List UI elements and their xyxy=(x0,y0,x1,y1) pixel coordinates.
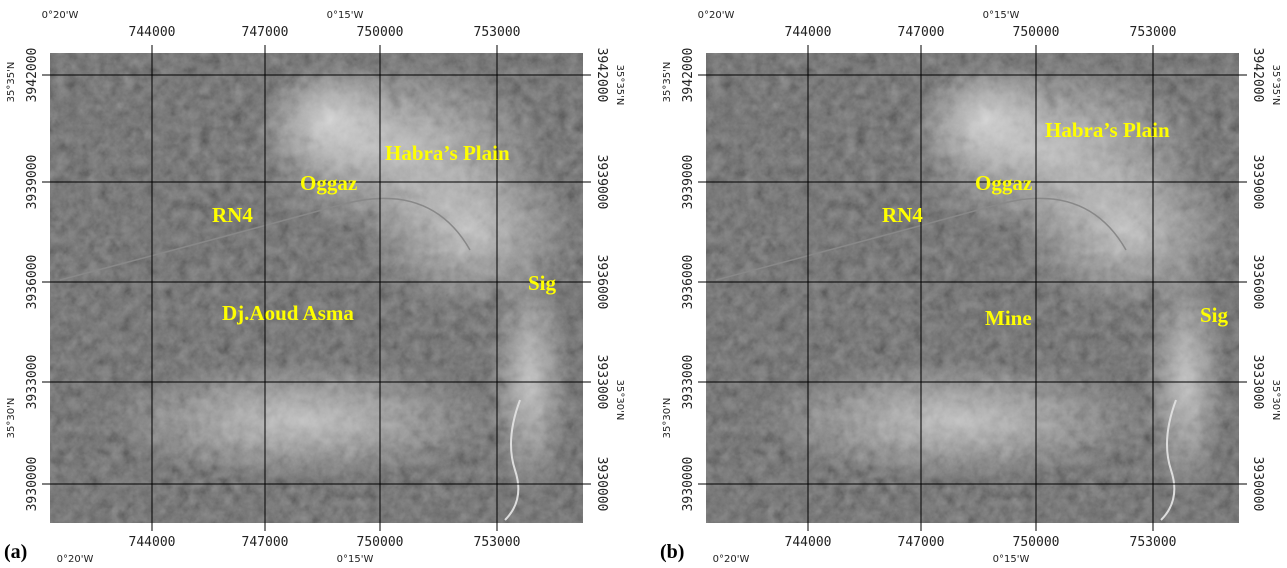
place-name: Oggaz xyxy=(300,171,357,195)
bottom-coordinate: 747000 xyxy=(898,535,945,550)
top-coordinate: 744000 xyxy=(129,25,176,40)
bottom-coordinate: 0°20'W xyxy=(57,554,94,565)
bottom-coordinate: 747000 xyxy=(242,535,289,550)
map-panel: 0°20'W 744000 747000 0°15'W 750000 753000 7440… xyxy=(4,10,625,565)
bright-area xyxy=(100,360,500,480)
right-coordinate: 35°35'N xyxy=(1270,65,1281,106)
bright-area xyxy=(260,60,400,180)
top-coordinate: 753000 xyxy=(1130,25,1177,40)
left-coordinate: 3939000 xyxy=(25,155,40,210)
map-panel: 0°20'W 744000 747000 0°15'W 750000 753000 7440… xyxy=(660,10,1281,565)
bottom-coordinate: 753000 xyxy=(474,535,521,550)
left-coordinate: 3942000 xyxy=(681,48,696,103)
place-name: Oggaz xyxy=(975,171,1032,195)
top-coordinate: 750000 xyxy=(357,25,404,40)
right-coordinate: 3933000 xyxy=(1250,355,1265,410)
left-coordinate: 3936000 xyxy=(681,255,696,310)
right-coordinate: 3936000 xyxy=(1250,255,1265,310)
bottom-coordinate: 744000 xyxy=(129,535,176,550)
right-coordinate: 3939000 xyxy=(594,155,609,210)
left-coordinate: 3942000 xyxy=(25,48,40,103)
top-coordinate: 747000 xyxy=(242,25,289,40)
right-coordinate: 3930000 xyxy=(1250,457,1265,512)
bright-area xyxy=(1146,260,1226,500)
bottom-coordinate: 0°15'W xyxy=(337,554,374,565)
right-coordinate: 35°30'N xyxy=(1270,380,1281,421)
left-coordinate: 3930000 xyxy=(25,457,40,512)
bright-area xyxy=(916,60,1056,180)
bright-area xyxy=(490,260,570,500)
panel-label: (b) xyxy=(660,541,684,563)
left-coordinate: 35°30'N xyxy=(6,398,17,439)
top-coordinate: 0°15'W xyxy=(983,10,1020,21)
right-coordinate: 3942000 xyxy=(1250,48,1265,103)
left-coordinate: 3936000 xyxy=(25,255,40,310)
top-coordinate: 750000 xyxy=(1013,25,1060,40)
left-coordinate: 3930000 xyxy=(681,457,696,512)
right-coordinate: 35°35'N xyxy=(614,65,625,106)
place-name: RN4 xyxy=(882,203,923,227)
bottom-coordinate: 744000 xyxy=(785,535,832,550)
place-name: Dj.Aoud Asma xyxy=(222,301,354,325)
bottom-coordinate: 0°15'W xyxy=(993,554,1030,565)
right-coordinate: 35°30'N xyxy=(614,380,625,421)
right-coordinate: 3939000 xyxy=(1250,155,1265,210)
left-coordinate: 35°30'N xyxy=(662,398,673,439)
place-name: Mine xyxy=(985,306,1032,330)
left-coordinate: 3939000 xyxy=(681,155,696,210)
bottom-coordinate: 753000 xyxy=(1130,535,1177,550)
top-coordinate: 0°20'W xyxy=(42,10,79,21)
right-coordinate: 3942000 xyxy=(594,48,609,103)
place-name: Habra’s Plain xyxy=(385,141,510,165)
bottom-coordinate: 0°20'W xyxy=(713,554,750,565)
map-figure: 0°20'W 744000 747000 0°15'W 750000 753000 7440… xyxy=(0,0,1287,568)
left-coordinate: 35°35'N xyxy=(6,62,17,103)
right-coordinate: 3933000 xyxy=(594,355,609,410)
bottom-coordinate: 750000 xyxy=(357,535,404,550)
top-coordinate: 747000 xyxy=(898,25,945,40)
panel-label: (a) xyxy=(4,541,27,563)
right-coordinate: 3930000 xyxy=(594,457,609,512)
left-coordinate: 3933000 xyxy=(25,355,40,410)
place-name: RN4 xyxy=(212,203,253,227)
place-name: Habra’s Plain xyxy=(1045,118,1170,142)
top-coordinate: 753000 xyxy=(474,25,521,40)
left-coordinate: 3933000 xyxy=(681,355,696,410)
top-coordinate: 0°15'W xyxy=(327,10,364,21)
bottom-coordinate: 750000 xyxy=(1013,535,1060,550)
place-name: Sig xyxy=(528,271,557,295)
top-coordinate: 744000 xyxy=(785,25,832,40)
right-coordinate: 3936000 xyxy=(594,255,609,310)
left-coordinate: 35°35'N xyxy=(662,62,673,103)
place-name: Sig xyxy=(1200,303,1229,327)
top-coordinate: 0°20'W xyxy=(698,10,735,21)
bright-area xyxy=(756,360,1156,480)
